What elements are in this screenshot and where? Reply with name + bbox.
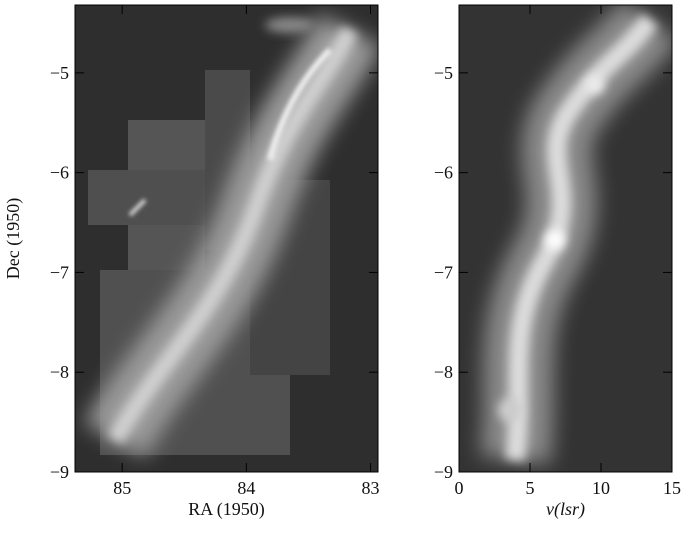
y-tick-label: −7 <box>50 262 69 282</box>
y-tick-label: −9 <box>50 462 69 482</box>
y-tick-label: −6 <box>434 163 453 183</box>
x-tick-label: 85 <box>113 478 131 498</box>
y-tick-label: −9 <box>434 462 453 482</box>
left-image <box>75 5 378 472</box>
y-tick-label: −5 <box>50 63 69 83</box>
frame <box>458 4 673 473</box>
x-tick-label: 0 <box>455 478 464 498</box>
x-tick-label: 5 <box>526 478 535 498</box>
frame <box>74 4 379 473</box>
x-tick-label: 15 <box>663 478 681 498</box>
y-tick-label: −8 <box>434 362 453 382</box>
x-tick-label: 10 <box>592 478 610 498</box>
right-image <box>459 5 672 472</box>
x-axis-label: v(lsr) <box>546 499 585 520</box>
y-axis-label: Dec (1950) <box>3 198 24 279</box>
y-tick-label: −6 <box>50 163 69 183</box>
x-tick-label: 84 <box>237 478 255 498</box>
y-tick-label: −5 <box>434 63 453 83</box>
y-tick-label: −7 <box>434 262 453 282</box>
y-tick-label: −8 <box>50 362 69 382</box>
x-tick-label: 83 <box>362 478 380 498</box>
x-axis-label: RA (1950) <box>188 499 265 520</box>
